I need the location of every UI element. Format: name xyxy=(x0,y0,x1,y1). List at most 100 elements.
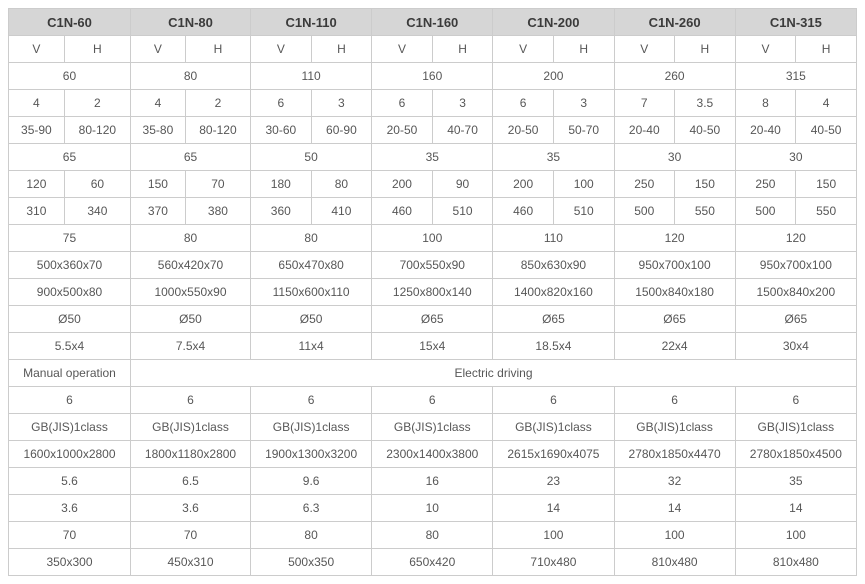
sub-h: H xyxy=(185,36,250,63)
cell: 410 xyxy=(311,198,372,225)
cell: Ø65 xyxy=(493,306,614,333)
cell: 150 xyxy=(130,171,185,198)
cell: 40-70 xyxy=(432,117,493,144)
cell: 5.5x4 xyxy=(9,333,131,360)
table-row: 1600x1000x2800 1800x1180x2800 1900x1300x… xyxy=(9,441,857,468)
cell: 14 xyxy=(614,495,735,522)
table-row: 70 70 80 80 100 100 100 xyxy=(9,522,857,549)
sub-h: H xyxy=(432,36,493,63)
table-row: 12060 15070 18080 20090 200100 250150 25… xyxy=(9,171,857,198)
cell: 70 xyxy=(9,522,131,549)
cell: 6 xyxy=(372,90,433,117)
cell: 50 xyxy=(251,144,372,171)
cell: 35 xyxy=(735,468,856,495)
sub-h: H xyxy=(311,36,372,63)
cell: GB(JIS)1class xyxy=(372,414,493,441)
cell: 3 xyxy=(311,90,372,117)
cell: 120 xyxy=(9,171,65,198)
cell: 2 xyxy=(64,90,130,117)
cell: 1150x600x110 xyxy=(251,279,372,306)
header-cell: C1N-80 xyxy=(130,9,250,36)
cell: 14 xyxy=(493,495,614,522)
cell: 950x700x100 xyxy=(735,252,856,279)
cell: 950x700x100 xyxy=(614,252,735,279)
cell: 3.6 xyxy=(9,495,131,522)
cell: 80 xyxy=(130,225,250,252)
cell: 80 xyxy=(372,522,493,549)
cell: 20-50 xyxy=(493,117,554,144)
cell: Ø50 xyxy=(130,306,250,333)
cell: GB(JIS)1class xyxy=(9,414,131,441)
cell: 80-120 xyxy=(185,117,250,144)
cell: 35-90 xyxy=(9,117,65,144)
cell: 35-80 xyxy=(130,117,185,144)
cell: 6.3 xyxy=(251,495,372,522)
cell: 100 xyxy=(553,171,614,198)
cell: 20-40 xyxy=(614,117,675,144)
sub-v: V xyxy=(9,36,65,63)
cell: 100 xyxy=(614,522,735,549)
header-cell: C1N-60 xyxy=(9,9,131,36)
cell: 18.5x4 xyxy=(493,333,614,360)
cell: 60-90 xyxy=(311,117,372,144)
table-row: 500x360x70 560x420x70 650x470x80 700x550… xyxy=(9,252,857,279)
cell: 16 xyxy=(372,468,493,495)
cell: 200 xyxy=(493,171,554,198)
cell: 1900x1300x3200 xyxy=(251,441,372,468)
table-row: GB(JIS)1class GB(JIS)1class GB(JIS)1clas… xyxy=(9,414,857,441)
cell: 250 xyxy=(614,171,675,198)
cell: 20-40 xyxy=(735,117,796,144)
cell: 810x480 xyxy=(614,549,735,576)
cell: 1500x840x180 xyxy=(614,279,735,306)
cell: 9.6 xyxy=(251,468,372,495)
cell: Ø65 xyxy=(372,306,493,333)
cell: 500x360x70 xyxy=(9,252,131,279)
cell: 1000x550x90 xyxy=(130,279,250,306)
cell: 7 xyxy=(614,90,675,117)
cell: 6 xyxy=(493,387,614,414)
sub-h: H xyxy=(64,36,130,63)
sub-h: H xyxy=(675,36,736,63)
table-row: 5.6 6.5 9.6 16 23 32 35 xyxy=(9,468,857,495)
spec-table: C1N-60 C1N-80 C1N-110 C1N-160 C1N-200 C1… xyxy=(8,8,857,576)
header-cell: C1N-200 xyxy=(493,9,614,36)
cell: 100 xyxy=(735,522,856,549)
cell: 6 xyxy=(372,387,493,414)
cell-electric-driving: Electric driving xyxy=(130,360,856,387)
table-row: Ø50 Ø50 Ø50 Ø65 Ø65 Ø65 Ø65 xyxy=(9,306,857,333)
cell: 200 xyxy=(372,171,433,198)
cell: 100 xyxy=(372,225,493,252)
cell: 370 xyxy=(130,198,185,225)
cell: 200 xyxy=(493,63,614,90)
cell: 40-50 xyxy=(796,117,857,144)
cell: GB(JIS)1class xyxy=(251,414,372,441)
cell: 1600x1000x2800 xyxy=(9,441,131,468)
cell: 710x480 xyxy=(493,549,614,576)
cell: 700x550x90 xyxy=(372,252,493,279)
table-row: 6 6 6 6 6 6 6 xyxy=(9,387,857,414)
cell: 65 xyxy=(130,144,250,171)
cell: 1250x800x140 xyxy=(372,279,493,306)
cell-manual-operation: Manual operation xyxy=(9,360,131,387)
cell: 8 xyxy=(735,90,796,117)
sub-h: H xyxy=(796,36,857,63)
header-cell: C1N-260 xyxy=(614,9,735,36)
table-row: 5.5x4 7.5x4 11x4 15x4 18.5x4 22x4 30x4 xyxy=(9,333,857,360)
cell: 6 xyxy=(493,90,554,117)
table-row: 3.6 3.6 6.3 10 14 14 14 xyxy=(9,495,857,522)
table-row: 65 65 50 35 35 30 30 xyxy=(9,144,857,171)
cell: 10 xyxy=(372,495,493,522)
cell: 23 xyxy=(493,468,614,495)
cell: 180 xyxy=(251,171,312,198)
cell: Ø65 xyxy=(735,306,856,333)
cell: 7.5x4 xyxy=(130,333,250,360)
cell: 110 xyxy=(251,63,372,90)
cell: 80 xyxy=(251,225,372,252)
cell: GB(JIS)1class xyxy=(614,414,735,441)
cell: 60 xyxy=(9,63,131,90)
cell: 40-50 xyxy=(675,117,736,144)
cell: 75 xyxy=(9,225,131,252)
cell: 120 xyxy=(614,225,735,252)
cell: 450x310 xyxy=(130,549,250,576)
cell: 3 xyxy=(432,90,493,117)
